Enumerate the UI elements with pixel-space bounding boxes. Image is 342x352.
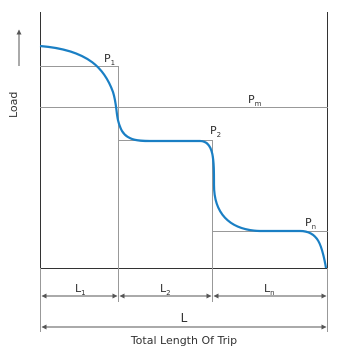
label-pn: Pn: [305, 216, 316, 231]
label-pm: Pm: [248, 93, 262, 108]
y-axis-label: Load: [7, 92, 20, 118]
label-p2: P2: [210, 124, 221, 139]
label-l2: L2: [160, 282, 171, 297]
label-total-length: L: [181, 311, 188, 325]
label-l1: L1: [75, 282, 86, 297]
x-axis-title: Total Length Of Trip: [130, 334, 237, 347]
load-curve: [39, 44, 328, 269]
label-ln: Ln: [264, 282, 275, 297]
label-p1: P1: [104, 52, 115, 67]
